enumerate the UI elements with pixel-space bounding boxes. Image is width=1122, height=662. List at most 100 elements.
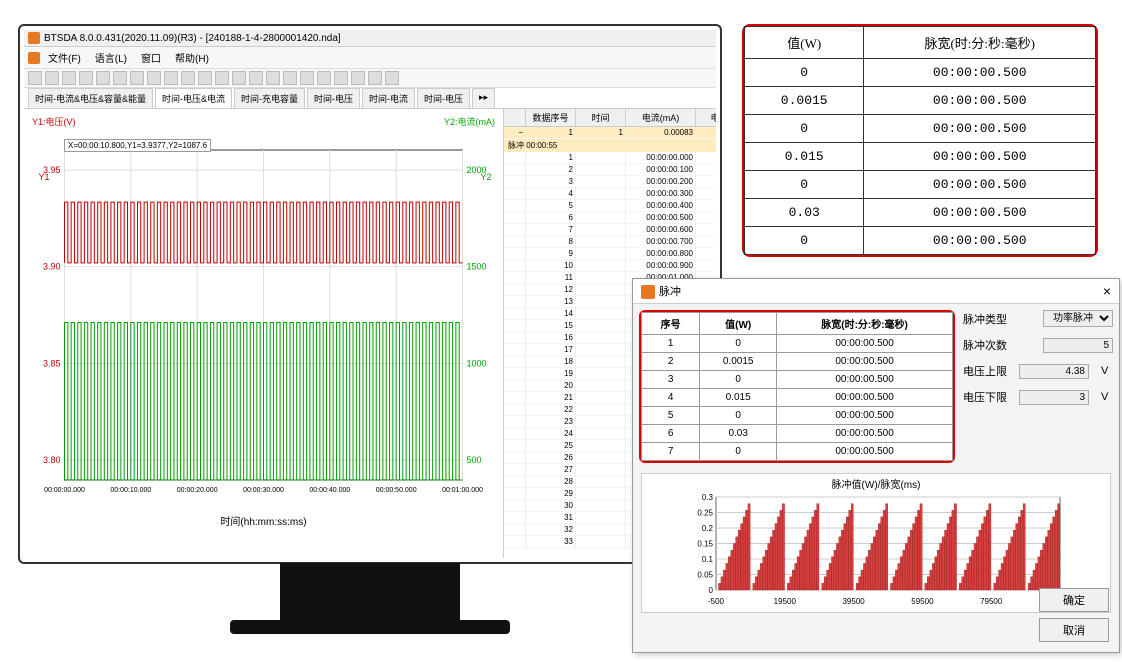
main-chart[interactable]: 3.953.903.853.8020001500100050000:00:00.… xyxy=(28,130,499,510)
zoom-callout-table: 值(W)脉宽(时:分:秒:毫秒)000:00:00.5000.001500:00… xyxy=(742,24,1098,257)
toolbar-icon[interactable] xyxy=(181,71,195,85)
table-row[interactable]: 300:00:00.200-0.0000533.91 xyxy=(504,176,716,188)
y1-axis-label: Y1:电压(V) xyxy=(32,115,76,128)
toolbar-icon[interactable] xyxy=(96,71,110,85)
tab[interactable]: 时间-电流&电压&容量&能量 xyxy=(28,88,153,108)
table-row[interactable]: 400:00:00.300-0.0000543.91 xyxy=(504,188,716,200)
svg-text:0.3: 0.3 xyxy=(702,493,714,502)
pulse-type-label: 脉冲类型 xyxy=(963,311,1007,327)
toolbar-icon[interactable] xyxy=(385,71,399,85)
cancel-button[interactable]: 取消 xyxy=(1039,618,1109,642)
window-title: BTSDA 8.0.0.431(2020.11.09)(R3) - [24018… xyxy=(44,33,341,44)
svg-text:3.85: 3.85 xyxy=(43,358,61,368)
toolbar-icon[interactable] xyxy=(232,71,246,85)
table-row[interactable]: 200:00:00.100-0.0000533.91 xyxy=(504,164,716,176)
toolbar-icon[interactable] xyxy=(45,71,59,85)
svg-text:19500: 19500 xyxy=(774,597,797,606)
menu-window[interactable]: 窗口 xyxy=(135,49,167,66)
svg-text:00:00:00.000: 00:00:00.000 xyxy=(44,487,85,494)
svg-text:59500: 59500 xyxy=(911,597,934,606)
svg-text:0.1: 0.1 xyxy=(702,555,714,564)
tab-overflow-icon[interactable]: ▸▸ xyxy=(472,88,495,108)
menu-lang[interactable]: 语言(L) xyxy=(89,49,133,66)
toolbar-icon[interactable] xyxy=(147,71,161,85)
toolbar-icon[interactable] xyxy=(198,71,212,85)
tab[interactable]: 时间-电流 xyxy=(362,88,415,108)
chart-pane: Y1:电压(V) Y2:电流(mA) X=00:00:10.800,Y1=3.9… xyxy=(24,109,504,558)
svg-text:Y2: Y2 xyxy=(481,172,492,182)
vmax-unit: V xyxy=(1101,365,1113,377)
toolbar-icon[interactable] xyxy=(317,71,331,85)
chart-cursor-info: X=00:00:10.800,Y1=3.9377,Y2=1087.6 xyxy=(64,139,211,152)
vmax-input[interactable] xyxy=(1019,364,1089,379)
tab[interactable]: 时间-电压 xyxy=(417,88,470,108)
table-row[interactable]: 900:00:00.800108.763.93 xyxy=(504,248,716,260)
toolbar-icon[interactable] xyxy=(215,71,229,85)
vmax-label: 电压上限 xyxy=(963,363,1007,379)
pulse-count-label: 脉冲次数 xyxy=(963,337,1007,353)
vmin-unit: V xyxy=(1101,391,1113,403)
y2-axis-label: Y2:电流(mA) xyxy=(444,115,495,128)
toolbar-icon[interactable] xyxy=(283,71,297,85)
monitor-frame: BTSDA 8.0.0.431(2020.11.09)(R3) - [24018… xyxy=(18,24,722,564)
table-row[interactable]: 700:00:00.600108.763.93 xyxy=(504,224,716,236)
toolbar-icon[interactable] xyxy=(28,71,42,85)
pulse-count-input[interactable] xyxy=(1043,338,1113,353)
menu-file[interactable]: 文件(F) xyxy=(42,49,87,66)
menu-help[interactable]: 帮助(H) xyxy=(169,49,215,66)
svg-text:0.25: 0.25 xyxy=(697,509,713,518)
toolbar-icon[interactable] xyxy=(334,71,348,85)
svg-text:-500: -500 xyxy=(708,597,725,606)
pulse-dialog-titlebar[interactable]: 脉冲 × xyxy=(633,279,1119,304)
toolbar-icon[interactable] xyxy=(368,71,382,85)
close-icon[interactable]: × xyxy=(1103,283,1111,299)
svg-text:0.05: 0.05 xyxy=(697,571,713,580)
svg-text:Y1: Y1 xyxy=(39,172,50,182)
toolbar-icon[interactable] xyxy=(164,71,178,85)
table-row[interactable]: 800:00:00.700108.763.93 xyxy=(504,236,716,248)
app-window: BTSDA 8.0.0.431(2020.11.09)(R3) - [24018… xyxy=(24,30,716,558)
table-row[interactable]: 600:00:00.500-0.0000533.91 xyxy=(504,212,716,224)
tab[interactable]: 时间-充电容量 xyxy=(234,88,305,108)
titlebar: BTSDA 8.0.0.431(2020.11.09)(R3) - [24018… xyxy=(24,30,716,47)
svg-text:3.80: 3.80 xyxy=(43,455,61,465)
data-header: 数据序号时间电流(mA)电压(V) xyxy=(504,109,716,127)
svg-text:79500: 79500 xyxy=(980,597,1003,606)
table-row[interactable]: 1000:00:00.900108.763.93 xyxy=(504,260,716,272)
toolbar-icon[interactable] xyxy=(351,71,365,85)
pulse-chart-title: 脉冲值(W)/脉宽(ms) xyxy=(642,474,1110,493)
pulse-dialog: 脉冲 × 序号值(W)脉宽(时:分:秒:毫秒)1000:00:00.50020.… xyxy=(632,278,1120,653)
menubar[interactable]: 文件(F) 语言(L) 窗口 帮助(H) xyxy=(24,47,716,69)
svg-text:00:00:40.000: 00:00:40.000 xyxy=(309,487,350,494)
svg-text:500: 500 xyxy=(467,455,482,465)
monitor-stand xyxy=(280,563,460,623)
toolbar-icon[interactable] xyxy=(300,71,314,85)
tab[interactable]: 时间-电压&电流 xyxy=(155,88,232,108)
svg-text:0.15: 0.15 xyxy=(697,540,713,549)
pulse-dialog-icon xyxy=(641,285,655,299)
pulse-fields: 脉冲类型 功率脉冲 脉冲次数 电压上限 V 电压下限 V xyxy=(963,310,1113,463)
pulse-type-select[interactable]: 功率脉冲 xyxy=(1043,310,1113,327)
tabbar[interactable]: 时间-电流&电压&容量&能量时间-电压&电流时间-充电容量时间-电压时间-电流时… xyxy=(24,88,716,109)
svg-text:3.90: 3.90 xyxy=(43,262,61,272)
toolbar[interactable] xyxy=(24,69,716,88)
tab[interactable]: 时间-电压 xyxy=(307,88,360,108)
toolbar-icon[interactable] xyxy=(249,71,263,85)
table-row[interactable]: 100:00:00.000-0.0000533.91 xyxy=(504,152,716,164)
menu-icon xyxy=(28,52,40,64)
svg-text:00:00:50.000: 00:00:50.000 xyxy=(376,487,417,494)
monitor-base xyxy=(230,620,510,634)
toolbar-icon[interactable] xyxy=(62,71,76,85)
vmin-input[interactable] xyxy=(1019,390,1089,405)
table-row[interactable]: 500:00:00.400-0.0000533.91 xyxy=(504,200,716,212)
ok-button[interactable]: 确定 xyxy=(1039,588,1109,612)
toolbar-icon[interactable] xyxy=(113,71,127,85)
svg-text:00:00:10.000: 00:00:10.000 xyxy=(110,487,151,494)
toolbar-icon[interactable] xyxy=(266,71,280,85)
toolbar-icon[interactable] xyxy=(130,71,144,85)
svg-text:00:00:30.000: 00:00:30.000 xyxy=(243,487,284,494)
pulse-table-highlight: 序号值(W)脉宽(时:分:秒:毫秒)1000:00:00.50020.00150… xyxy=(639,310,955,463)
svg-text:0: 0 xyxy=(709,586,714,595)
toolbar-icon[interactable] xyxy=(79,71,93,85)
pulse-table[interactable]: 序号值(W)脉宽(时:分:秒:毫秒)1000:00:00.50020.00150… xyxy=(641,312,953,461)
